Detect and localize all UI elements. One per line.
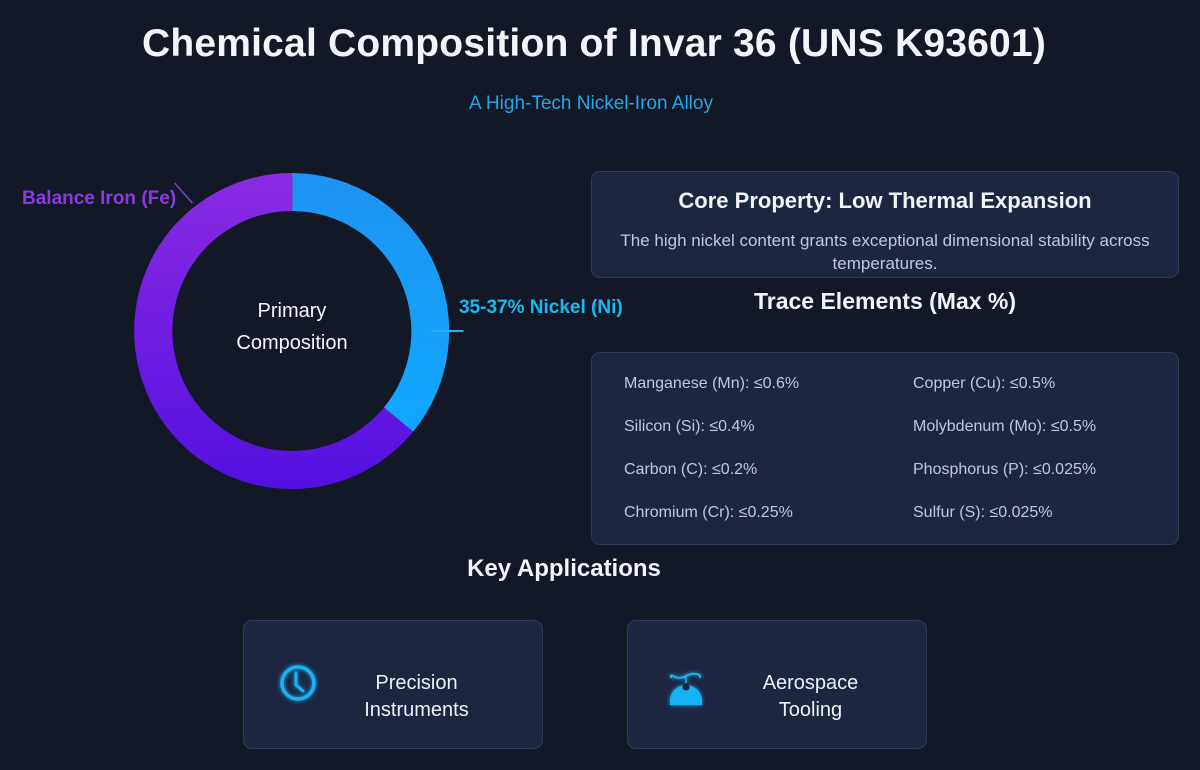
trace-item-molybdenum: Molybdenum (Mo): ≤0.5% bbox=[913, 418, 1097, 435]
page-subtitle: A High-Tech Nickel-Iron Alloy bbox=[469, 93, 713, 114]
page-title: Chemical Composition of Invar 36 (UNS K9… bbox=[141, 22, 1047, 65]
composition-donut-chart: Primary Composition Balance Iron (Fe) 35… bbox=[0, 150, 660, 510]
donut-center-label: Primary Composition bbox=[192, 295, 392, 359]
trace-item-copper: Copper (Cu): ≤0.5% bbox=[913, 375, 1056, 392]
application-label: Aerospace Tooling bbox=[723, 670, 898, 724]
core-property-text: The high nickel content grants exception… bbox=[620, 231, 1150, 273]
clock-icon bbox=[276, 661, 320, 710]
trace-elements-card: Manganese (Mn): ≤0.6% Copper (Cu): ≤0.5%… bbox=[591, 352, 1179, 545]
application-label: Precision Instruments bbox=[329, 670, 504, 724]
application-card-precision-instruments[interactable]: Precision Instruments bbox=[243, 620, 543, 749]
trace-item-chromium: Chromium (Cr): ≤0.25% bbox=[624, 504, 793, 521]
nickel-segment[interactable] bbox=[292, 173, 450, 432]
iron-segment[interactable] bbox=[134, 172, 414, 489]
aerospace-tooling-icon bbox=[666, 669, 706, 718]
trace-item-sulfur: Sulfur (S): ≤0.025% bbox=[913, 504, 1053, 521]
core-property-card: Core Property: Low Thermal Expansion The… bbox=[591, 171, 1179, 278]
donut-ring bbox=[134, 172, 464, 489]
iron-label: Balance Iron (Fe) bbox=[22, 188, 177, 209]
application-card-aerospace-tooling[interactable]: Aerospace Tooling bbox=[627, 620, 927, 749]
application-label-line2: Instruments bbox=[364, 699, 469, 721]
trace-elements-grid: Manganese (Mn): ≤0.6% Copper (Cu): ≤0.5%… bbox=[624, 375, 1173, 547]
trace-item-silicon: Silicon (Si): ≤0.4% bbox=[624, 418, 755, 435]
trace-item-manganese: Manganese (Mn): ≤0.6% bbox=[624, 375, 800, 392]
trace-elements-heading: Trace Elements (Max %) bbox=[753, 288, 1017, 314]
center-label-line2: Composition bbox=[236, 332, 348, 354]
application-label-line2: Tooling bbox=[778, 699, 843, 721]
application-label-line1: Precision bbox=[375, 672, 458, 694]
trace-item-carbon: Carbon (C): ≤0.2% bbox=[624, 461, 758, 478]
application-label-line1: Aerospace bbox=[762, 672, 859, 694]
fe-leader-line bbox=[173, 182, 194, 204]
core-property-title: Core Property: Low Thermal Expansion bbox=[678, 188, 1092, 213]
nickel-label: 35-37% Nickel (Ni) bbox=[459, 297, 623, 318]
trace-item-phosphorus: Phosphorus (P): ≤0.025% bbox=[913, 461, 1097, 478]
key-applications-heading: Key Applications bbox=[467, 555, 661, 582]
center-label-line1: Primary bbox=[257, 300, 327, 322]
